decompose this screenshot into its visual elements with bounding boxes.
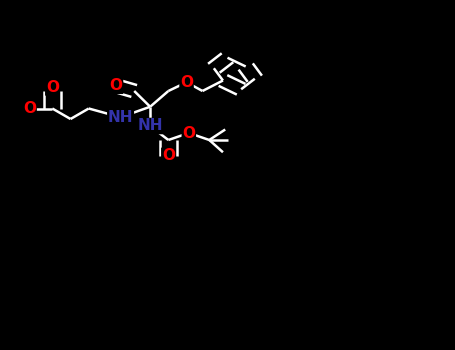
- Text: O: O: [182, 126, 195, 140]
- Text: O: O: [162, 148, 175, 163]
- Text: O: O: [23, 101, 36, 116]
- Text: O: O: [110, 78, 122, 93]
- Text: O: O: [46, 80, 59, 95]
- Text: O: O: [180, 75, 193, 90]
- Text: NH: NH: [108, 110, 133, 125]
- Text: NH: NH: [137, 119, 163, 133]
